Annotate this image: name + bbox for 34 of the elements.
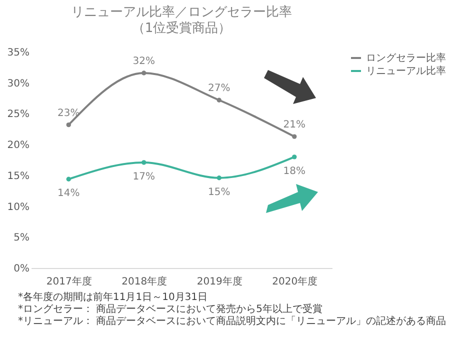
legend-label: ロングセラー比率 bbox=[366, 52, 446, 64]
legend-label: リニューアル比率 bbox=[366, 65, 446, 77]
chart-subtitle: （1位受賞商品） bbox=[132, 21, 232, 36]
data-label: 17% bbox=[132, 171, 155, 182]
point bbox=[292, 134, 297, 139]
y-tick-label: 30% bbox=[7, 78, 30, 90]
y-tick-label: 0% bbox=[14, 264, 30, 274]
point bbox=[66, 176, 71, 182]
point bbox=[142, 70, 146, 76]
x-tick-label: 2017年度 bbox=[46, 276, 92, 288]
point bbox=[216, 176, 222, 180]
point bbox=[66, 122, 71, 128]
data-label: 21% bbox=[283, 120, 306, 131]
x-tick-label: 2019年度 bbox=[196, 276, 242, 288]
data-label: 15% bbox=[208, 186, 230, 198]
data-label: 14% bbox=[58, 188, 80, 200]
x-tick-label: 2020年度 bbox=[272, 276, 318, 288]
y-tick-label: 25% bbox=[7, 109, 30, 120]
x-tick-label: 2018年度 bbox=[122, 276, 168, 288]
y-tick-label: 5% bbox=[14, 232, 30, 244]
point bbox=[142, 160, 146, 165]
point bbox=[216, 98, 222, 102]
text: *各年度の期間は前年11月1日～10月31日 bbox=[18, 292, 209, 304]
data-label: 27% bbox=[208, 83, 230, 94]
point bbox=[292, 154, 297, 160]
y-tick-label: 15% bbox=[7, 170, 30, 182]
y-tick-label: 20% bbox=[7, 140, 30, 152]
data-label: 18% bbox=[283, 166, 306, 177]
text: *リニューアル： 商品データベースにおいて商品説明文内に「リニューアル」の記述がある商品 bbox=[18, 316, 448, 328]
data-label: 32% bbox=[132, 56, 155, 67]
text: *ロングセラー： 商品データベースにおいて発売から5年以上で受賞 bbox=[18, 304, 324, 316]
y-tick-label: 10% bbox=[7, 202, 30, 213]
y-tick-label: 35% bbox=[7, 48, 30, 58]
chart-title: リニューアル比率／ロングセラー比率 bbox=[71, 4, 292, 20]
